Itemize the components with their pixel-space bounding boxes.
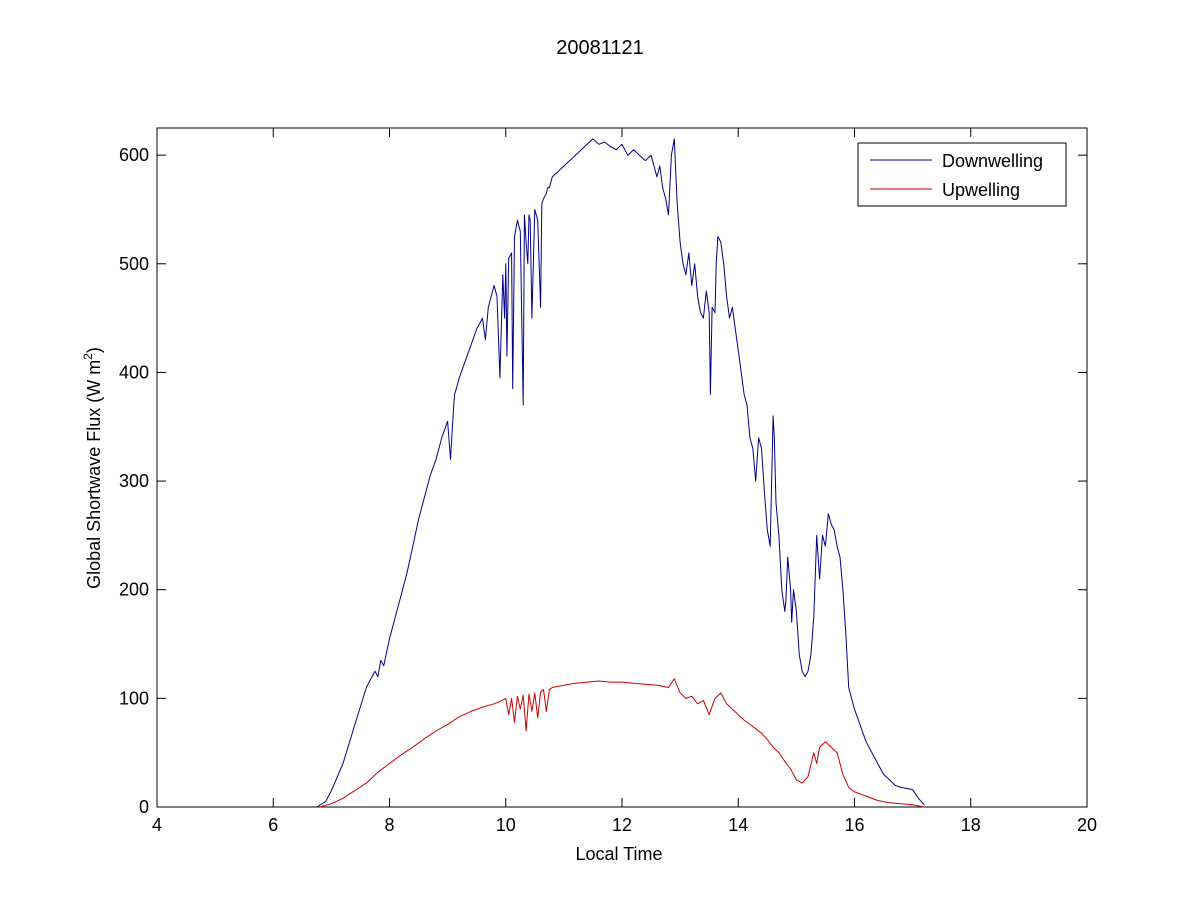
y-axis: 0 100 200 300 400 500 600 [119, 145, 1087, 817]
x-tick-label: 12 [612, 815, 632, 835]
x-tick-label: 16 [844, 815, 864, 835]
x-tick-label: 14 [728, 815, 748, 835]
series-line-downwelling [316, 138, 925, 808]
x-tick-label: 10 [496, 815, 516, 835]
x-tick-label: 8 [384, 815, 394, 835]
y-tick-label: 0 [139, 797, 149, 817]
y-tick-label: 400 [119, 362, 149, 382]
y-tick-label: 300 [119, 471, 149, 491]
legend-label-downwelling: Downwelling [942, 151, 1043, 171]
chart-title: 20081121 [556, 37, 644, 59]
x-tick-label: 18 [961, 815, 981, 835]
plot-area [156, 127, 1088, 808]
series-line-upwelling [319, 678, 925, 808]
y-axis-label-main: Global Shortwave Flux (W m [84, 360, 104, 589]
y-axis-label-close: ) [84, 347, 104, 353]
x-tick-label: 6 [268, 815, 278, 835]
series-layer [316, 138, 925, 808]
x-tick-label: 20 [1077, 815, 1097, 835]
x-axis: 4 6 8 10 12 14 16 18 20 [152, 128, 1097, 835]
y-axis-label: Global Shortwave Flux (W m2) [81, 347, 104, 589]
legend-box [857, 142, 1067, 207]
x-axis-label: Local Time [575, 844, 662, 864]
y-tick-label: 500 [119, 254, 149, 274]
y-axis-label-superscript: 2 [81, 353, 95, 360]
y-tick-label: 200 [119, 580, 149, 600]
legend-label-upwelling: Upwelling [942, 180, 1020, 200]
y-tick-label: 600 [119, 145, 149, 165]
x-tick-label: 4 [152, 815, 162, 835]
legend: Downwelling Upwelling [857, 142, 1067, 207]
y-tick-label: 100 [119, 688, 149, 708]
